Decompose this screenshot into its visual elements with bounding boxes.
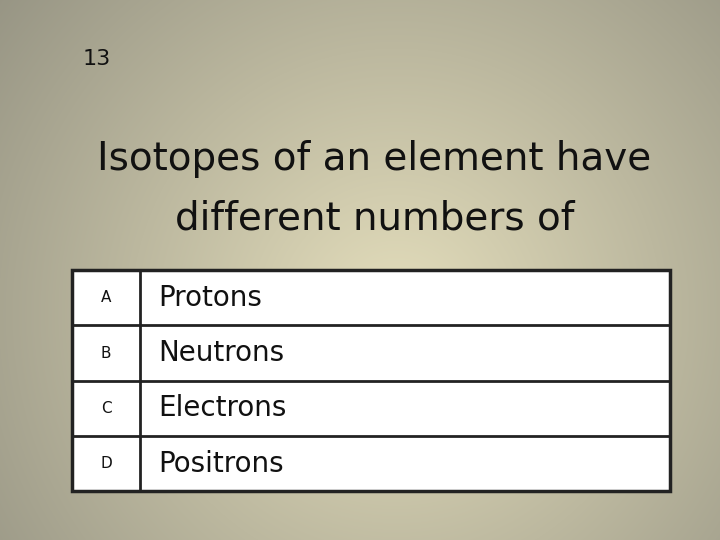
Text: Neutrons: Neutrons [158, 339, 284, 367]
Text: Electrons: Electrons [158, 394, 287, 422]
Bar [72, 270, 670, 491]
Text: Protons: Protons [158, 284, 262, 312]
Text: Isotopes of an element have: Isotopes of an element have [97, 140, 652, 178]
Text: A: A [101, 290, 112, 305]
Text: B: B [101, 346, 112, 361]
Text: D: D [100, 456, 112, 471]
Text: Positrons: Positrons [158, 450, 284, 478]
Text: 13: 13 [83, 49, 111, 69]
Text: different numbers of: different numbers of [175, 200, 574, 238]
Text: C: C [101, 401, 112, 416]
